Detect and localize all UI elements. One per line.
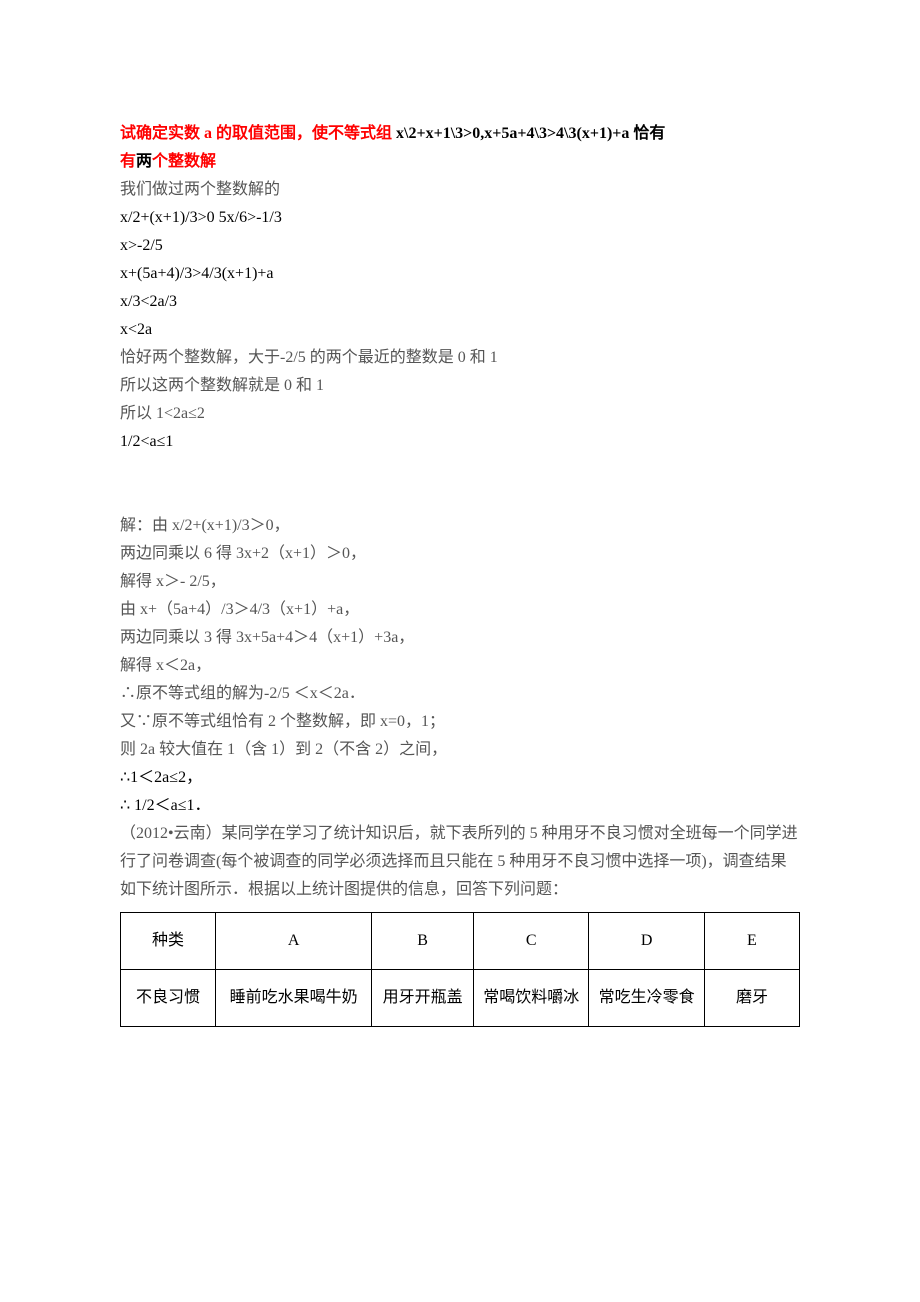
habits-table: 种类 A B C D E 不良习惯 睡前吃水果喝牛奶 用牙开瓶盖 常喝饮料嚼冰 … [120,912,800,1027]
b2-line-8: 则 2a 较大值在 1（含 1）到 2（不含 2）之间， [120,736,800,764]
b1-line-5: x<2a [120,316,800,344]
b1-line-6: 恰好两个整数解，大于-2/5 的两个最近的整数是 0 和 1 [120,344,800,372]
title-red-3: 个整数解 [152,153,216,170]
solution-block-1: 我们做过两个整数解的 x/2+(x+1)/3>0 5x/6>-1/3 x>-2/… [120,176,800,456]
b3-text: （2012•云南）某同学在学习了统计知识后，就下表所列的 5 种用牙不良习惯对全… [120,825,798,898]
b2-line-0: 解：由 x/2+(x+1)/3＞0， [120,512,800,540]
spacer-1 [120,456,800,484]
title-red-2: 有 [120,153,136,170]
b2-line-4: 两边同乘以 3 得 3x+5a+4＞4（x+1）+3a， [120,624,800,652]
title-line-2: 有两个整数解 [120,148,800,176]
cell-c-data: 常喝饮料嚼冰 [474,970,589,1027]
cell-kind-header: 种类 [121,913,216,970]
problem-block-3: （2012•云南）某同学在学习了统计知识后，就下表所列的 5 种用牙不良习惯对全… [120,820,800,904]
title-line-1: 试确定实数 a 的取值范围，使不等式组 x\2+x+1\3>0,x+5a+4\3… [120,120,800,148]
b2-line-10: ∴ 1/2＜a≤1． [120,792,800,820]
document-page: 试确定实数 a 的取值范围，使不等式组 x\2+x+1\3>0,x+5a+4\3… [0,0,920,1067]
b1-line-1: x/2+(x+1)/3>0 5x/6>-1/3 [120,204,800,232]
cell-a-header: A [216,913,372,970]
b1-line-9: 1/2<a≤1 [120,428,800,456]
b1-line-8: 所以 1<2a≤2 [120,400,800,428]
cell-kind-data: 不良习惯 [121,970,216,1027]
b2-line-6: ∴原不等式组的解为-2/5 ＜x＜2a． [120,680,800,708]
cell-b-header: B [372,913,474,970]
b1-line-4: x/3<2a/3 [120,288,800,316]
b2-line-1: 两边同乘以 6 得 3x+2（x+1）＞0， [120,540,800,568]
b2-line-5: 解得 x＜2a， [120,652,800,680]
table-row-data: 不良习惯 睡前吃水果喝牛奶 用牙开瓶盖 常喝饮料嚼冰 常吃生冷零食 磨牙 [121,970,800,1027]
b2-line-9: ∴1＜2a≤2， [120,764,800,792]
table-row-header: 种类 A B C D E [121,913,800,970]
b2-line-3: 由 x+（5a+4）/3＞4/3（x+1）+a， [120,596,800,624]
cell-d-header: D [589,913,704,970]
b1-line-0: 我们做过两个整数解的 [120,176,800,204]
b2-line-7: 又∵原不等式组恰有 2 个整数解，即 x=0，1； [120,708,800,736]
cell-c-header: C [474,913,589,970]
title-black-2: 两 [136,153,152,170]
b1-line-3: x+(5a+4)/3>4/3(x+1)+a [120,260,800,288]
cell-b-data: 用牙开瓶盖 [372,970,474,1027]
spacer-2 [120,484,800,512]
cell-e-data: 磨牙 [704,970,799,1027]
cell-a-data: 睡前吃水果喝牛奶 [216,970,372,1027]
title-black-1: x\2+x+1\3>0,x+5a+4\3>4\3(x+1)+a 恰有 [396,125,665,142]
cell-d-data: 常吃生冷零食 [589,970,704,1027]
title-red-1: 试确定实数 a 的取值范围，使不等式组 [120,125,396,142]
solution-block-2: 解：由 x/2+(x+1)/3＞0， 两边同乘以 6 得 3x+2（x+1）＞0… [120,512,800,820]
b2-line-2: 解得 x＞- 2/5， [120,568,800,596]
b1-line-2: x>-2/5 [120,232,800,260]
cell-e-header: E [704,913,799,970]
b1-line-7: 所以这两个整数解就是 0 和 1 [120,372,800,400]
